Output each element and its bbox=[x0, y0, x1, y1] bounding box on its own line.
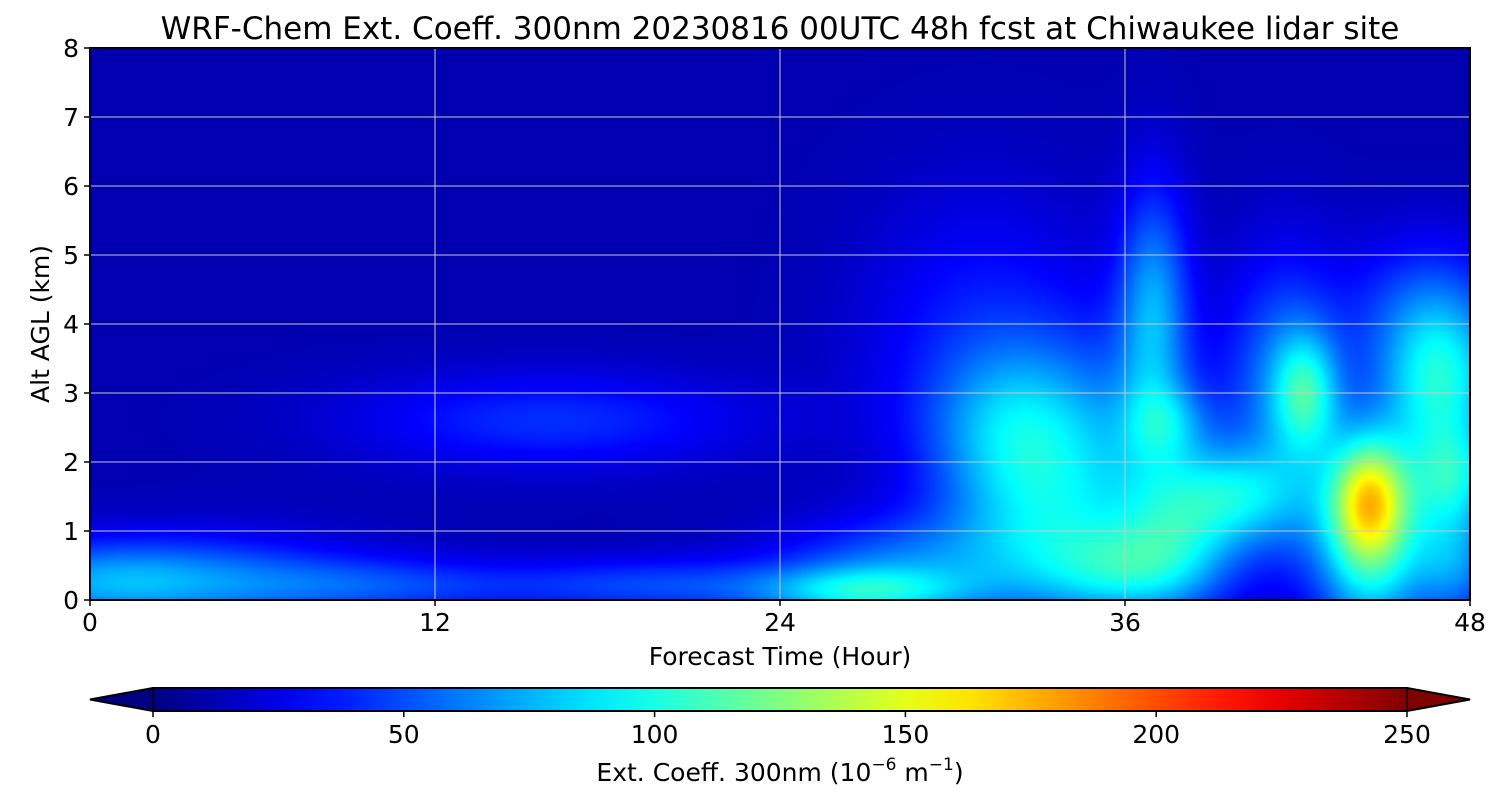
y-tick-label: 5 bbox=[63, 241, 79, 270]
y-axis: 0 1 2 3 4 5 6 7 8 bbox=[63, 34, 90, 615]
colorbar-tick-label: 100 bbox=[631, 720, 679, 749]
x-tick-label: 24 bbox=[764, 608, 796, 637]
colorbar-extend-max bbox=[1406, 687, 1471, 712]
y-tick-label: 3 bbox=[63, 379, 79, 408]
y-tick-label: 2 bbox=[63, 448, 79, 477]
colorbar-ticks: 0 50 100 150 200 250 bbox=[145, 711, 1431, 749]
colorbar-tick-label: 200 bbox=[1132, 720, 1180, 749]
x-tick-label: 48 bbox=[1454, 608, 1486, 637]
colorbar-tick-label: 150 bbox=[882, 720, 930, 749]
colorbar-gradient bbox=[153, 688, 1407, 711]
x-tick-label: 36 bbox=[1109, 608, 1141, 637]
chart-title: WRF-Chem Ext. Coeff. 300nm 20230816 00UT… bbox=[161, 11, 1400, 47]
plot-area bbox=[89, 47, 1471, 601]
colorbar-tick-label: 250 bbox=[1383, 720, 1431, 749]
y-tick-label: 0 bbox=[63, 586, 79, 615]
y-tick-label: 8 bbox=[63, 34, 79, 63]
colorbar-label: Ext. Coeff. 300nm (10−6 m−1) bbox=[596, 755, 963, 787]
y-axis-label: Alt AGL (km) bbox=[26, 245, 55, 403]
colorbar-tick-label: 0 bbox=[145, 720, 161, 749]
y-tick-label: 7 bbox=[63, 103, 79, 132]
colorbar: 0 50 100 150 200 250 Ext. Coeff. 300nm (10−6 … bbox=[89, 687, 1471, 787]
y-tick-label: 6 bbox=[63, 172, 79, 201]
x-axis-label: Forecast Time (Hour) bbox=[649, 642, 912, 671]
colorbar-tick-label: 50 bbox=[388, 720, 420, 749]
x-tick-label: 12 bbox=[419, 608, 451, 637]
x-axis: 0 12 24 36 48 bbox=[82, 600, 1486, 637]
y-tick-label: 1 bbox=[63, 517, 79, 546]
x-tick-label: 0 bbox=[82, 608, 98, 637]
y-tick-label: 4 bbox=[63, 310, 79, 339]
colorbar-extend-min bbox=[89, 687, 154, 712]
